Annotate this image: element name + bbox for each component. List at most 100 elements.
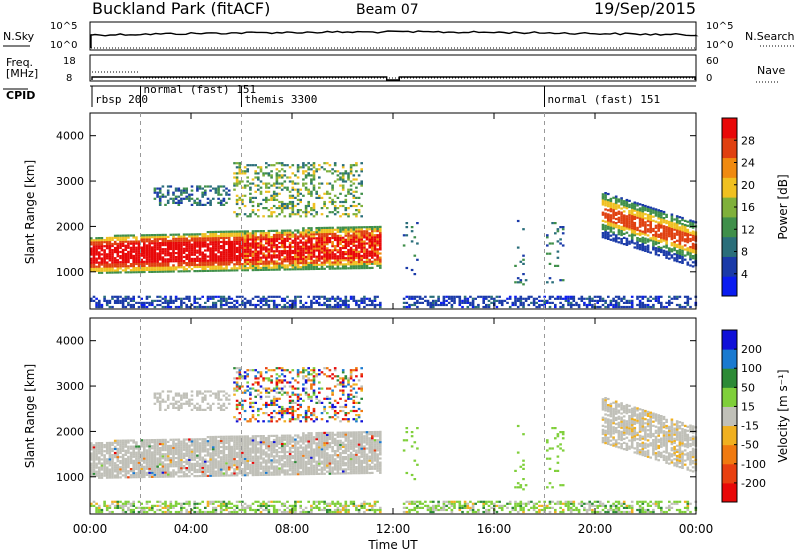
heatmap-cell [686, 297, 690, 300]
heatmap-cell [668, 295, 671, 298]
heatmap-cell [691, 255, 695, 258]
heatmap-cell [219, 253, 223, 256]
heatmap-cell [90, 269, 93, 272]
heatmap-cell [339, 228, 342, 231]
heatmap-cell [646, 209, 650, 212]
heatmap-cell [283, 258, 287, 261]
heatmap-cell [92, 295, 96, 298]
heatmap-cell [410, 230, 414, 233]
heatmap-cell [405, 295, 409, 298]
heatmap-cell [554, 264, 557, 267]
heatmap-cell [294, 305, 297, 309]
heatmap-cell [265, 200, 268, 204]
velocity-heatmap [90, 367, 698, 514]
heatmap-cell [241, 194, 244, 197]
heatmap-cell [347, 172, 350, 175]
heatmap-cell [204, 245, 207, 248]
heatmap-cell [278, 252, 281, 255]
heatmap-cell [323, 249, 326, 252]
heatmap-cell [182, 266, 186, 269]
heatmap-cell [188, 264, 191, 267]
heatmap-cell [280, 176, 284, 179]
heatmap-cell [251, 230, 255, 233]
heatmap-cell [190, 247, 194, 250]
heatmap-cell [283, 243, 287, 247]
heatmap-cell [416, 258, 419, 261]
heatmap-cell [270, 295, 273, 298]
heatmap-cell [357, 209, 361, 212]
heatmap-cell [156, 262, 159, 265]
heatmap-cell [177, 258, 181, 261]
heatmap-cell [294, 247, 297, 250]
heatmap-cell [251, 269, 255, 272]
heatmap-cell [275, 174, 279, 177]
heatmap-cell [508, 297, 512, 300]
heatmap-cell [158, 461, 162, 464]
heatmap-cell [145, 461, 149, 464]
heatmap-cell [506, 301, 509, 304]
heatmap-cell [304, 249, 308, 252]
heatmap-cell [318, 239, 321, 242]
heatmap-cell [201, 470, 204, 473]
heatmap-cell [217, 197, 220, 200]
heatmap-cell [153, 475, 157, 478]
heatmap-cell [225, 242, 228, 246]
heatmap-cell [376, 227, 379, 231]
heatmap-cell [98, 510, 101, 514]
heatmap-cell [609, 216, 613, 219]
heatmap-cell [217, 255, 220, 258]
heatmap-cell [166, 390, 170, 393]
heatmap-cell [612, 297, 615, 300]
heatmap-cell [265, 258, 268, 261]
heatmap-cell [185, 189, 188, 192]
heatmap-cell [599, 299, 602, 302]
heatmap-cell [177, 305, 181, 309]
heatmap-cell [212, 241, 215, 244]
heatmap-cell [638, 215, 642, 218]
heatmap-cell [368, 228, 371, 231]
heatmap-cell [188, 500, 191, 503]
heatmap-cell [249, 234, 252, 237]
heatmap-cell [196, 408, 199, 411]
heatmap-cell [548, 305, 552, 309]
heatmap-cell [254, 254, 257, 257]
heatmap-cell [588, 299, 591, 302]
heatmap-cell [349, 188, 353, 191]
heatmap-cell [140, 240, 143, 243]
heatmap-cell [257, 188, 260, 191]
heatmap-cell [132, 254, 135, 257]
heatmap-cell [437, 299, 440, 302]
heatmap-cell [124, 240, 128, 243]
heatmap-cell [177, 469, 181, 472]
heatmap-cell [257, 303, 260, 307]
heatmap-cell [320, 235, 324, 238]
heatmap-cell [251, 258, 255, 261]
heatmap-cell [516, 299, 520, 302]
heatmap-cell [196, 187, 199, 190]
heatmap-cell [617, 218, 621, 221]
heatmap-cell [201, 259, 204, 262]
heatmap-cell [601, 297, 605, 300]
heatmap-cell [294, 260, 297, 263]
heatmap-cell [148, 248, 151, 251]
heatmap-cell [145, 238, 149, 241]
heatmap-cell [318, 257, 321, 260]
heatmap-cell [668, 247, 671, 250]
heatmap-cell [617, 227, 621, 230]
heatmap-cell [310, 303, 313, 307]
heatmap-cell [339, 303, 342, 307]
heatmap-cell [357, 182, 361, 185]
heatmap-cell [630, 237, 634, 240]
heatmap-cell [660, 214, 663, 217]
heatmap-cell [344, 267, 348, 270]
heatmap-cell [357, 265, 361, 268]
heatmap-cell [636, 241, 639, 244]
heatmap-cell [254, 238, 257, 241]
heatmap-cell [222, 255, 226, 258]
heatmap-cell [286, 233, 289, 236]
heatmap-cell [161, 235, 165, 239]
heatmap-cell [280, 243, 284, 247]
heatmap-cell [522, 254, 525, 257]
heatmap-cell [124, 257, 128, 260]
heatmap-cell [103, 462, 106, 465]
